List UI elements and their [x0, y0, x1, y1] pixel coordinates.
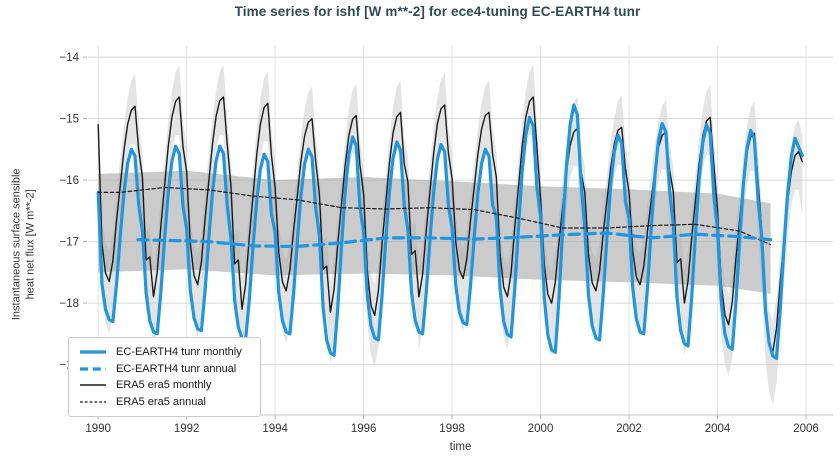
x-tick-label: 2006 [793, 423, 819, 435]
x-axis-label: time [449, 441, 472, 453]
y-tick-label: −16 [59, 175, 79, 187]
y-tick-label: −14 [59, 52, 79, 64]
legend-label: ERA5 era5 annual [116, 395, 206, 408]
legend-swatch-line-icon [80, 350, 106, 354]
uncertainty-bands [98, 65, 803, 405]
x-tick-label: 2000 [528, 423, 554, 435]
legend-swatch-line-icon [80, 384, 106, 386]
axes: 199019921994199619982000200220042006−19−… [59, 52, 833, 435]
legend-swatch-dashed-line-icon [80, 401, 106, 403]
x-tick-label: 1992 [174, 423, 200, 435]
y-tick-label: −18 [59, 298, 79, 310]
legend-item-ec-earth4-annual: EC-EARTH4 tunr annual [78, 361, 250, 378]
legend-swatch-dashed-line-icon [80, 367, 106, 371]
x-tick-label: 2002 [616, 423, 642, 435]
legend-item-ec-earth4-monthly: EC-EARTH4 tunr monthly [78, 344, 250, 361]
y-tick-label: −17 [59, 237, 79, 249]
x-tick-label: 1994 [262, 423, 288, 435]
legend-label: ERA5 era5 monthly [116, 379, 212, 392]
series-ec-earth4-tunr-monthly [96, 103, 804, 360]
x-tick-label: 1996 [351, 423, 377, 435]
x-tick-label: 1990 [85, 423, 111, 435]
series-ec-earth4-tunr-annual [136, 231, 773, 249]
legend-label: EC-EARTH4 tunr monthly [116, 346, 242, 359]
chart-title: Time series for ishf [W m**-2] for ece4-… [234, 4, 641, 19]
era5-monthly-spread [98, 65, 803, 405]
series-era5-era5-monthly [97, 96, 803, 353]
legend-item-era5-annual: ERA5 era5 annual [78, 394, 250, 411]
series-era5-era5-annual [97, 186, 772, 246]
x-tick-label: 1998 [439, 423, 465, 435]
x-tick-label: 2004 [705, 423, 731, 435]
legend-item-era5-monthly: ERA5 era5 monthly [78, 377, 250, 394]
era5-annual-spread [98, 170, 771, 294]
legend-label: EC-EARTH4 tunr annual [116, 362, 237, 375]
y-tick-label: −15 [59, 114, 79, 126]
legend: EC-EARTH4 tunr monthly EC-EARTH4 tunr an… [68, 337, 261, 417]
series-lines [96, 96, 804, 360]
